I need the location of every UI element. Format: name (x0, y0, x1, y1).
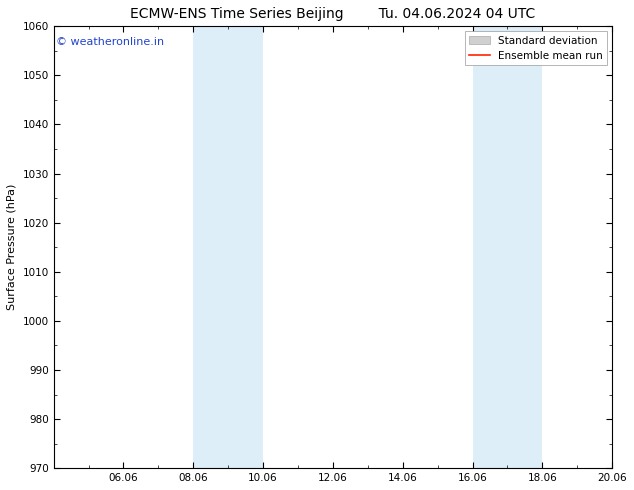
Y-axis label: Surface Pressure (hPa): Surface Pressure (hPa) (7, 184, 17, 311)
Title: ECMW-ENS Time Series Beijing        Tu. 04.06.2024 04 UTC: ECMW-ENS Time Series Beijing Tu. 04.06.2… (131, 7, 536, 21)
Legend: Standard deviation, Ensemble mean run: Standard deviation, Ensemble mean run (465, 31, 607, 65)
Bar (472, 26, 543, 468)
Bar (193, 26, 263, 468)
Text: © weatheronline.in: © weatheronline.in (56, 37, 165, 48)
